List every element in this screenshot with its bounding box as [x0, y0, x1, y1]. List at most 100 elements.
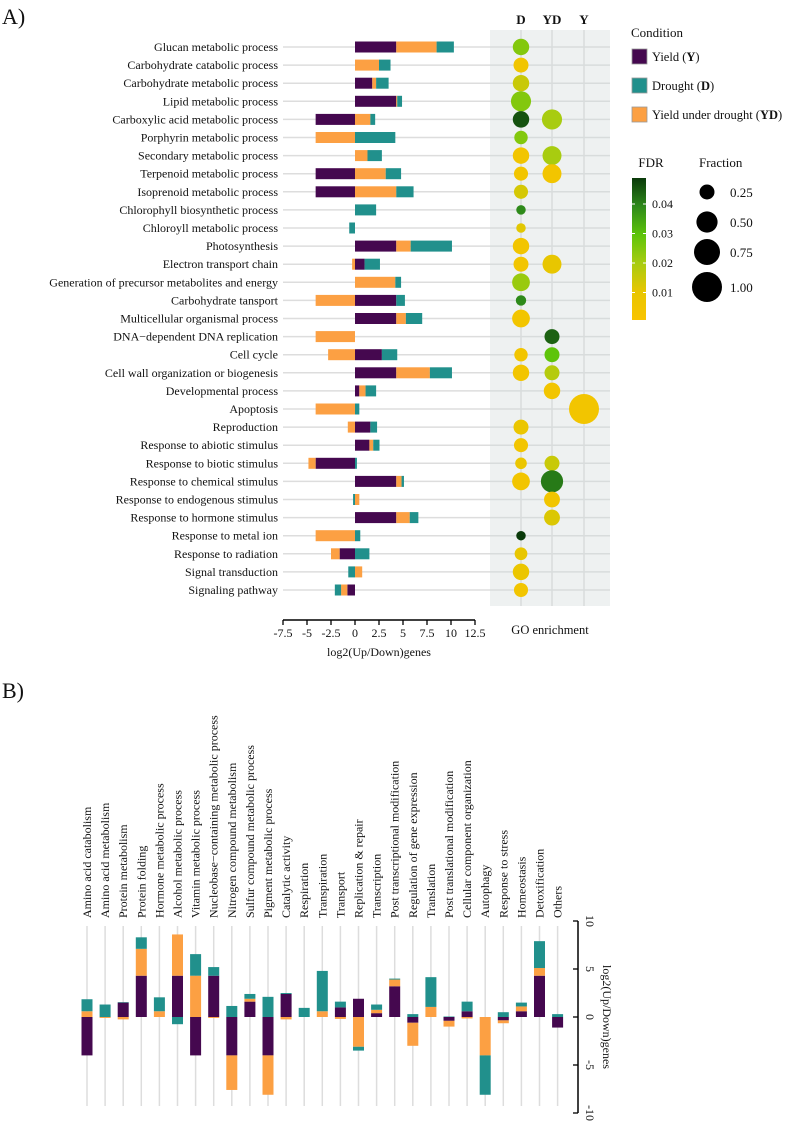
bar-segment-y [355, 439, 370, 451]
enrichment-dot [513, 184, 529, 199]
category-label: Replication & repair [352, 819, 366, 918]
fraction-legend-dot [692, 272, 722, 302]
bar-segment-y [117, 1002, 129, 1017]
bar-segment-y [355, 421, 371, 433]
bar-segment-d [365, 385, 377, 397]
fraction-tick-label: 0.75 [730, 245, 753, 260]
category-label: Cell wall organization or biogenesis [105, 366, 278, 380]
bar-segment-d [515, 1002, 527, 1007]
bar-segment-y [353, 998, 364, 1017]
category-label: Transcription [370, 854, 384, 918]
enrichment-dot [541, 109, 563, 130]
bar-segment-d [262, 996, 274, 1017]
category-label: DNA−dependent DNA replication [113, 330, 278, 344]
category-label: Secondary metabolic process [138, 149, 278, 163]
bar-segment-y [315, 186, 355, 198]
bar-segment-y [339, 548, 355, 560]
go-enrichment-dot-plot: D YD Y GO enrichment [510, 12, 599, 637]
bar-segment-y [443, 1017, 455, 1021]
bar-segment-yd [153, 1011, 165, 1017]
enrichment-dot [542, 254, 562, 274]
bar-segment-yd [371, 1009, 383, 1014]
bar-segment-d [334, 584, 342, 596]
category-label: Response to biotic stimulus [146, 456, 279, 470]
y-tick-label: 5 [583, 966, 597, 972]
enrichment-dot [512, 147, 530, 164]
enrichment-dot [512, 237, 530, 255]
category-label: Vitamin metabolic process [189, 790, 203, 918]
bar-segment-yd [396, 475, 402, 487]
enrichment-dot [513, 256, 529, 272]
category-label: Response to chemical stimulus [130, 474, 279, 488]
enrichment-dot [512, 111, 530, 128]
bar-segment-y [190, 1017, 202, 1056]
x-tick-label: 0 [352, 626, 358, 640]
bar-segment-y [515, 1011, 527, 1017]
category-label: Hormone metabolic process [152, 783, 166, 918]
bar-segment-yd [497, 1020, 509, 1024]
bar-segment-y [389, 986, 401, 1017]
category-label: Response to abiotic stimulus [140, 438, 278, 452]
enrichment-dot [512, 309, 530, 328]
bar-segment-y [355, 349, 382, 361]
bar-segment-yd [396, 313, 406, 324]
dot-plot-title: GO enrichment [511, 623, 589, 637]
bar-segment-d [396, 186, 414, 198]
bar-segment-y [355, 258, 365, 270]
category-label: Nucleobase−containing metabolic process [207, 715, 221, 918]
bar-segment-y [355, 77, 373, 89]
enrichment-dot [513, 582, 529, 598]
category-label: Regulation of gene expression [406, 772, 420, 918]
bar-segment-yd [308, 457, 316, 469]
bar-segment-d [135, 937, 147, 949]
bar-segment-yd [355, 566, 363, 578]
legend-swatch-y [631, 48, 648, 65]
bar-segment-yd [355, 113, 371, 125]
bar-segment-y [534, 975, 545, 1017]
bar-segment-yd [117, 1017, 129, 1020]
bar-segment-d [280, 993, 292, 994]
category-label: Developmental process [166, 384, 279, 398]
category-label: Signaling pathway [188, 583, 278, 597]
bar-segment-yd [244, 998, 256, 1002]
category-label: Isoprenoid metabolic process [137, 185, 278, 199]
bar-segment-yd [331, 548, 340, 560]
enrichment-dot [544, 329, 560, 345]
bar-segment-d [99, 1004, 111, 1017]
category-label: Terpenoid metabolic process [140, 167, 278, 181]
enrichment-dot [516, 530, 526, 541]
bar-segment-yd [355, 168, 386, 180]
enrichment-dot [544, 365, 560, 381]
bar-segment-d [389, 978, 401, 980]
legend: Condition Yield (Y) Drought (D) Yield under… [631, 25, 782, 320]
bar-segment-yd [396, 95, 398, 107]
x-tick-label: -2.5 [322, 626, 341, 640]
enrichment-dot [544, 491, 560, 508]
bar-segment-d [349, 222, 355, 234]
bar-segment-d [190, 954, 202, 976]
y-axis-title: log2(Up/Down)genes [600, 965, 614, 1069]
category-label: Protein metabolism [116, 824, 130, 918]
legend-label-d: Drought (D) [652, 79, 714, 93]
x-tick-label: 10 [445, 626, 457, 640]
bar-segment-d [381, 349, 398, 361]
enrichment-dot [569, 394, 599, 424]
bar-segment-y [461, 1011, 473, 1017]
bar-segment-yd [81, 1011, 93, 1017]
column-header-y: Y [579, 12, 589, 27]
fdr-tick-label: 0.03 [652, 227, 673, 241]
category-label: Carbohydrate tansport [171, 293, 279, 307]
y-tick-label: -10 [583, 1105, 597, 1121]
bar-segment-d [429, 367, 452, 379]
bar-segment-yd [208, 1017, 220, 1018]
category-label: Chlorophyll biosynthetic process [119, 203, 278, 217]
bar-segment-d [379, 59, 391, 71]
bar-segment-yd [396, 367, 430, 379]
bar-segment-y [315, 113, 355, 125]
category-label: Response to stress [496, 830, 510, 918]
bar-segment-d [385, 168, 402, 180]
bar-segment-d [355, 403, 360, 415]
category-label: Post transcriptional modification [388, 761, 402, 918]
category-label: Translation [424, 864, 438, 918]
